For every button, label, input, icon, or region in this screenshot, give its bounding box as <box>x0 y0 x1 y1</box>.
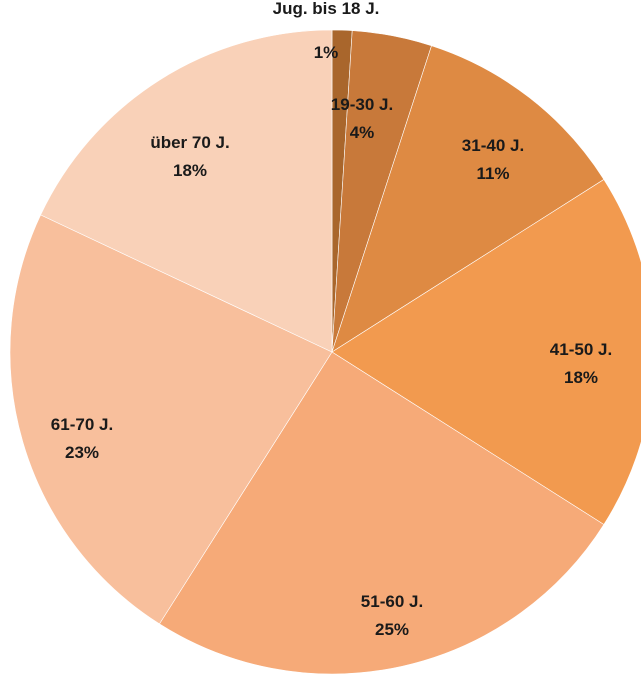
slice-label-0: Jug. bis 18 J. <box>273 0 380 18</box>
slice-label-2: 31-40 J. <box>462 136 524 155</box>
pie-labels: Jug. bis 18 J. 1% 19-30 J. 4% 31-40 J. 11% 41-… <box>51 0 612 639</box>
slice-percent-0: 1% <box>314 43 339 62</box>
slice-percent-1: 4% <box>350 123 375 142</box>
slice-percent-5: 23% <box>65 443 99 462</box>
pie-slice-5 <box>9 214 333 625</box>
slice-label-3: 41-50 J. <box>550 340 612 359</box>
slice-label-1: 19-30 J. <box>331 95 393 114</box>
slice-label-5: 61-70 J. <box>51 415 113 434</box>
slice-percent-2: 11% <box>476 164 509 183</box>
slice-label-6: über 70 J. <box>150 133 229 152</box>
slice-percent-6: 18% <box>173 161 207 180</box>
pie-slice-3 <box>331 179 641 525</box>
slice-label-4: 51-60 J. <box>361 592 423 611</box>
pie-slices <box>9 29 641 675</box>
slice-percent-3: 18% <box>564 368 598 387</box>
pie-slice-6 <box>40 29 333 353</box>
pie-slice-2 <box>331 45 605 353</box>
pie-slice-4 <box>159 351 605 675</box>
slice-percent-4: 25% <box>375 620 409 639</box>
